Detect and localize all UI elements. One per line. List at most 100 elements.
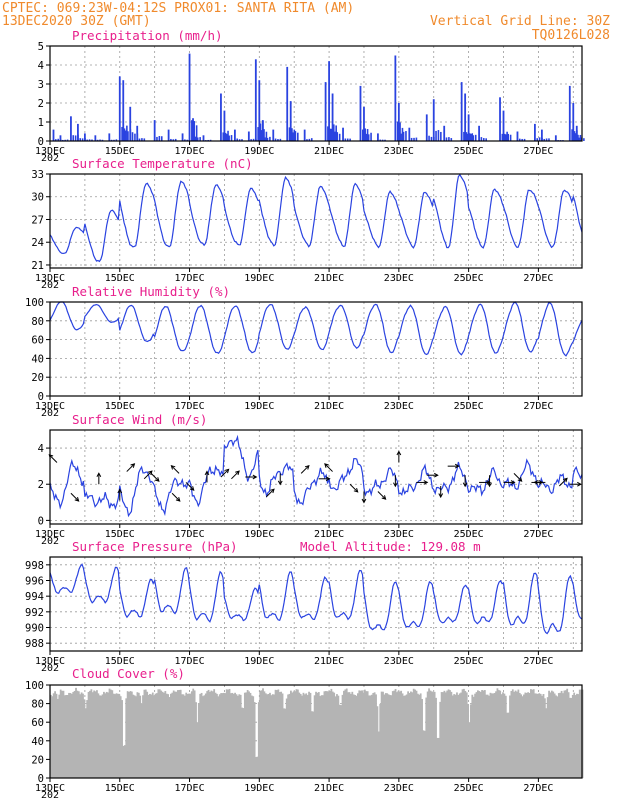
cloud-bar — [227, 689, 230, 778]
cloud-bar — [429, 690, 432, 778]
temp-panel: 21 24 27 30 33 13DEC 15DEC 17DEC 19DEC 21DEC 23DEC… — [31, 169, 583, 291]
cloud-bar — [483, 690, 486, 778]
precip-bar — [538, 137, 541, 141]
precip-bar — [241, 139, 243, 141]
cloud-bar — [430, 691, 433, 778]
cloud-bar — [403, 695, 405, 778]
cloud-bar — [358, 690, 361, 778]
cloud-bar — [167, 694, 170, 778]
cloud-bar — [476, 690, 479, 778]
precip-bar — [330, 128, 333, 141]
cloud-bar — [465, 692, 468, 778]
precip-xtick-label: 19DEC — [244, 146, 274, 157]
precip-bar — [228, 135, 230, 141]
precip-bar — [74, 135, 77, 141]
cloud-bar — [76, 690, 79, 778]
cloud-bar — [216, 693, 218, 778]
cloud-bar — [209, 691, 211, 778]
precip-bar — [127, 131, 129, 141]
plot-panels: 0 1 2 3 4 5 13DEC 15DEC 17DEC 19DEC 21DEC 23DEC 25DE… — [25, 41, 585, 800]
cloud-bar — [137, 692, 140, 778]
precip-bar — [279, 138, 282, 141]
temp-title: Surface Temperature (nC) — [72, 156, 253, 171]
cloud-bar — [210, 690, 213, 778]
precip-bar — [516, 131, 519, 141]
cloud-bar — [439, 701, 442, 778]
cloud-bar — [280, 691, 283, 778]
cloud-bar — [80, 692, 83, 778]
cloud-bar — [479, 691, 482, 778]
wind-arrow-head — [563, 477, 568, 483]
cloud-bar — [285, 698, 288, 778]
cloud-bar — [468, 722, 471, 778]
cloud-bar — [437, 737, 440, 778]
pressure-ytick-label: 994 — [25, 591, 44, 603]
precip-bar — [399, 122, 401, 141]
cloud-bar — [443, 690, 446, 778]
cloud-bar — [502, 692, 504, 778]
precip-bar — [236, 138, 238, 141]
wind-ytick-label: 0 — [38, 515, 44, 527]
cloud-bar — [147, 694, 150, 778]
cloud-bar — [225, 689, 228, 778]
precip-bar — [377, 133, 379, 141]
precip-year-label: 202 — [41, 153, 59, 164]
precip-bar — [342, 127, 344, 141]
cloud-bar — [384, 693, 387, 778]
cloud-bar — [488, 695, 490, 778]
precip-bar — [521, 138, 523, 141]
cloud-bar — [576, 693, 578, 778]
cloud-bar — [513, 691, 516, 778]
cloud-bar — [370, 694, 373, 778]
header-date: 13DEC2020 30Z (GMT) — [2, 14, 151, 29]
cloud-bar — [220, 693, 223, 778]
wind-arrow — [231, 470, 240, 480]
cloud-bar — [197, 702, 200, 778]
precip-bar — [310, 138, 313, 141]
cloud-bar — [552, 691, 555, 778]
cloud-bar — [270, 695, 273, 778]
cloud-bar — [87, 691, 90, 778]
precip-xtick-label: 15DEC — [105, 146, 135, 157]
precip-bar — [181, 133, 184, 141]
cloud-bar — [186, 693, 189, 778]
cloud-bar — [336, 694, 338, 778]
wind-arrow — [126, 463, 135, 472]
precip-bar — [338, 133, 341, 141]
cloud-bar — [436, 737, 439, 778]
cloud-bar — [77, 691, 80, 778]
cloud-bar — [287, 694, 290, 778]
cloud-bar — [373, 692, 376, 778]
cloud-panel: 0 20 40 60 80 100 13DEC 15DEC 17DEC 19DEC 21DEC 23D… — [25, 680, 584, 800]
cloud-bar — [110, 689, 112, 778]
precip-ytick-label: 0 — [38, 136, 44, 148]
rh-xtick-label: 15DEC — [105, 401, 135, 412]
cloud-bar — [75, 687, 77, 778]
precip-bar — [397, 103, 400, 141]
wind-arrow — [143, 470, 153, 480]
precip-bar — [193, 121, 196, 141]
cloud-bar — [171, 692, 174, 778]
cloud-bar — [564, 690, 567, 778]
precip-bar — [464, 93, 467, 141]
wind-arrow — [513, 473, 523, 482]
cloud-bar — [129, 691, 132, 778]
cloud-bar — [157, 689, 160, 778]
cloud-bar — [563, 690, 566, 778]
precip-bar — [460, 82, 463, 141]
cloud-bar — [55, 693, 58, 778]
cloud-bar — [428, 688, 430, 778]
temp-xtick-label: 15DEC — [105, 273, 135, 284]
pressure-xtick-label: 15DEC — [105, 656, 135, 667]
precip-bar — [238, 139, 241, 141]
wind-xtick-label: 27DEC — [523, 529, 553, 540]
temp-ytick-label: 21 — [31, 260, 44, 272]
precip-bar — [131, 132, 134, 141]
cloud-bar — [320, 695, 323, 778]
cloud-xtick-label: 13DEC — [35, 783, 65, 794]
precip-bar — [545, 138, 548, 141]
cloud-bar — [79, 694, 82, 778]
cloud-bar — [556, 696, 559, 778]
cloud-bar — [527, 692, 530, 778]
pressure-frame — [49, 556, 583, 652]
